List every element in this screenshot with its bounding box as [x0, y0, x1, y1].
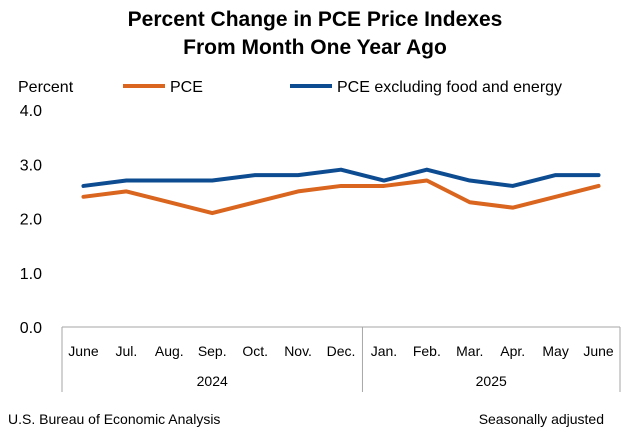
- series-lines: [81, 167, 601, 216]
- y-tick-label: 4.0: [20, 103, 42, 120]
- y-axis-ticks: 0.0 1.0 2.0 3.0 4.0: [20, 103, 42, 337]
- x-tick-label: Apr.: [500, 343, 525, 359]
- series-line-core-pce: [81, 167, 601, 188]
- chart-title-line-2: From Month One Year Ago: [183, 36, 447, 59]
- x-tick-label: Feb.: [413, 343, 441, 359]
- y-axis-label: Percent: [18, 79, 74, 96]
- x-axis-year-label: 2025: [476, 373, 507, 389]
- x-tick-label: June: [68, 343, 99, 359]
- x-tick-label: Jan.: [371, 343, 397, 359]
- legend: PCE PCE excluding food and energy: [123, 79, 562, 96]
- x-tick-label: Nov.: [284, 343, 312, 359]
- y-tick-label: 2.0: [20, 212, 42, 229]
- legend-label-core-pce: PCE excluding food and energy: [337, 79, 562, 96]
- x-tick-label: Aug.: [155, 343, 184, 359]
- x-tick-label: May: [542, 343, 568, 359]
- x-tick-label: Dec.: [327, 343, 356, 359]
- seasonal-note: Seasonally adjusted: [479, 411, 604, 427]
- y-tick-label: 1.0: [20, 266, 42, 283]
- x-axis: 2024 2025 June Jul. Aug. Sep. Oct. Nov. Dec. Jan.…: [61, 326, 621, 392]
- series-line-pce: [81, 178, 601, 216]
- legend-label-pce: PCE: [170, 79, 203, 96]
- x-tick-label: Sep.: [198, 343, 227, 359]
- x-tick-label: Mar.: [456, 343, 483, 359]
- x-axis-year-label: 2024: [197, 373, 228, 389]
- x-tick-label: Oct.: [242, 343, 268, 359]
- x-tick-label: June: [583, 343, 614, 359]
- y-tick-label: 3.0: [20, 157, 42, 174]
- x-tick-label: Jul.: [115, 343, 137, 359]
- y-tick-label: 0.0: [20, 320, 42, 337]
- chart-title-line-1: Percent Change in PCE Price Indexes: [128, 8, 503, 31]
- source-note: U.S. Bureau of Economic Analysis: [8, 411, 220, 427]
